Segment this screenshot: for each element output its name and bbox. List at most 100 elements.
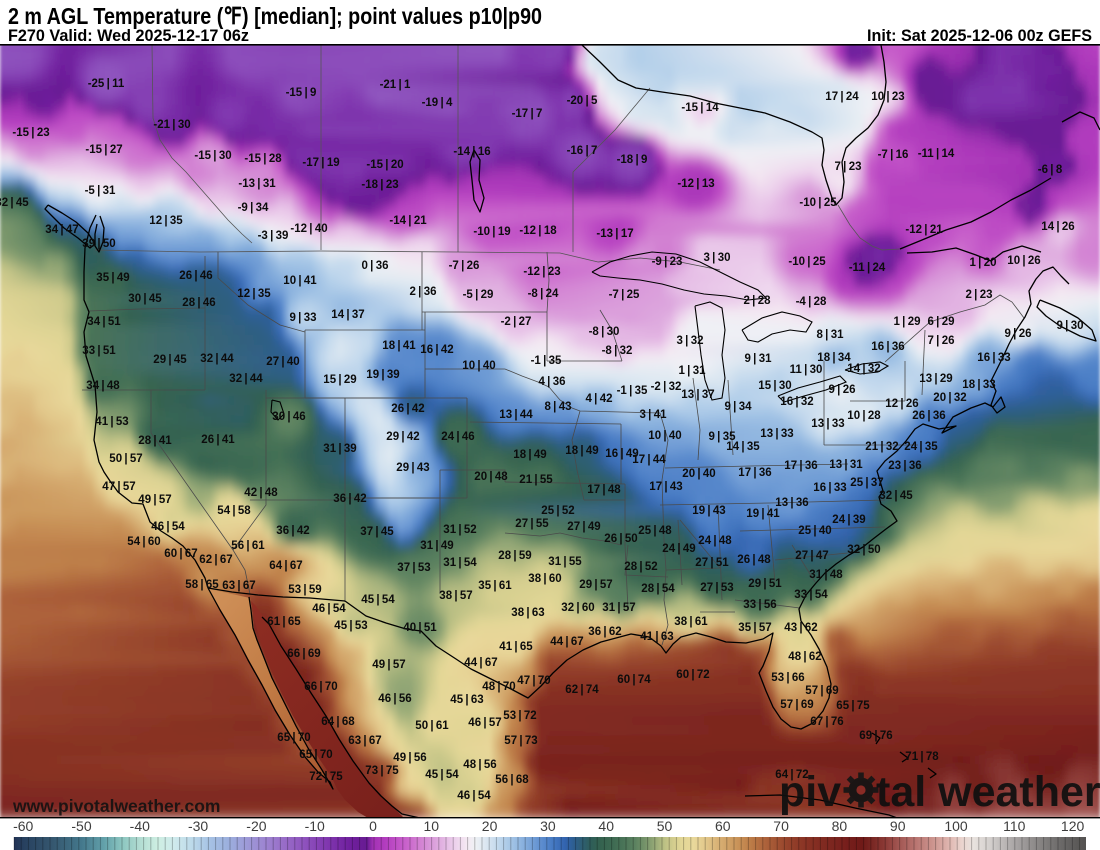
svg-text:-50: -50 — [71, 818, 91, 834]
svg-text:13 | 31: 13 | 31 — [829, 459, 863, 471]
svg-text:-17 | 19: -17 | 19 — [302, 157, 339, 169]
svg-text:31 | 55: 31 | 55 — [548, 556, 582, 568]
svg-text:37 | 45: 37 | 45 — [360, 526, 394, 538]
svg-text:-21 | 1: -21 | 1 — [380, 79, 411, 91]
svg-text:49 | 56: 49 | 56 — [393, 752, 426, 764]
svg-text:28 | 54: 28 | 54 — [641, 583, 675, 595]
svg-text:15 | 29: 15 | 29 — [323, 374, 356, 386]
svg-text:53 | 66: 53 | 66 — [771, 672, 804, 684]
svg-text:17 | 36: 17 | 36 — [784, 460, 817, 472]
svg-text:27 | 47: 27 | 47 — [795, 550, 828, 562]
svg-text:-17 | 7: -17 | 7 — [512, 108, 543, 120]
svg-text:50 | 61: 50 | 61 — [415, 720, 449, 732]
svg-text:30 | 45: 30 | 45 — [128, 293, 162, 305]
svg-text:29 | 42: 29 | 42 — [386, 431, 419, 443]
svg-text:45 | 63: 45 | 63 — [450, 694, 483, 706]
svg-text:60 | 72: 60 | 72 — [676, 669, 709, 681]
svg-text:16 | 36: 16 | 36 — [871, 341, 904, 353]
svg-text:20 | 48: 20 | 48 — [474, 471, 508, 483]
svg-text:46 | 57: 46 | 57 — [468, 717, 501, 729]
svg-text:-12 | 18: -12 | 18 — [519, 225, 557, 237]
svg-text:-10 | 25: -10 | 25 — [799, 197, 837, 209]
svg-text:32 | 44: 32 | 44 — [200, 353, 234, 365]
svg-text:-15 | 28: -15 | 28 — [244, 153, 282, 165]
svg-text:18 | 33: 18 | 33 — [962, 379, 995, 391]
svg-text:8 | 31: 8 | 31 — [816, 329, 844, 341]
svg-text:-8 | 24: -8 | 24 — [528, 288, 559, 300]
svg-text:26 | 36: 26 | 36 — [912, 410, 945, 422]
svg-text:24 | 39: 24 | 39 — [832, 514, 865, 526]
svg-text:16 | 32: 16 | 32 — [780, 396, 813, 408]
svg-text:53 | 72: 53 | 72 — [503, 710, 536, 722]
svg-text:48 | 62: 48 | 62 — [788, 651, 821, 663]
svg-text:www.pivotalweather.com: www.pivotalweather.com — [12, 796, 220, 816]
svg-text:12 | 35: 12 | 35 — [149, 215, 183, 227]
svg-text:60 | 67: 60 | 67 — [164, 548, 197, 560]
svg-text:57 | 69: 57 | 69 — [805, 685, 838, 697]
svg-text:27 | 49: 27 | 49 — [567, 521, 600, 533]
svg-text:14 | 37: 14 | 37 — [331, 309, 364, 321]
svg-text:57 | 73: 57 | 73 — [504, 735, 537, 747]
svg-text:64 | 72: 64 | 72 — [775, 769, 808, 781]
svg-text:-9 | 34: -9 | 34 — [238, 202, 269, 214]
svg-text:18 | 49: 18 | 49 — [513, 449, 546, 461]
svg-text:45 | 54: 45 | 54 — [361, 594, 395, 606]
svg-text:23 | 36: 23 | 36 — [888, 460, 921, 472]
svg-text:34 | 51: 34 | 51 — [87, 316, 121, 328]
svg-text:11 | 30: 11 | 30 — [790, 364, 823, 376]
svg-text:44 | 67: 44 | 67 — [464, 657, 497, 669]
svg-text:67 | 76: 67 | 76 — [810, 716, 843, 728]
svg-text:26 | 48: 26 | 48 — [737, 554, 771, 566]
svg-text:34 | 47: 34 | 47 — [45, 224, 78, 236]
svg-text:-12 | 13: -12 | 13 — [677, 178, 714, 190]
svg-text:13 | 44: 13 | 44 — [499, 409, 533, 421]
svg-text:-9 | 23: -9 | 23 — [652, 256, 683, 268]
svg-text:14 | 26: 14 | 26 — [1041, 221, 1074, 233]
svg-text:-13 | 31: -13 | 31 — [238, 178, 276, 190]
svg-text:-16 | 7: -16 | 7 — [567, 145, 598, 157]
svg-text:-13 | 17: -13 | 17 — [596, 228, 633, 240]
svg-text:47 | 70: 47 | 70 — [517, 675, 550, 687]
svg-text:25 | 37: 25 | 37 — [850, 477, 883, 489]
svg-text:-8 | 30: -8 | 30 — [589, 326, 620, 338]
svg-text:32 | 60: 32 | 60 — [561, 602, 594, 614]
svg-text:-5 | 31: -5 | 31 — [85, 185, 116, 197]
svg-text:13 | 29: 13 | 29 — [919, 373, 952, 385]
svg-text:9 | 34: 9 | 34 — [724, 401, 752, 413]
svg-text:31 | 39: 31 | 39 — [323, 443, 356, 455]
svg-text:20 | 32: 20 | 32 — [933, 392, 966, 404]
svg-text:3 | 32: 3 | 32 — [676, 335, 703, 347]
svg-text:-18 | 9: -18 | 9 — [617, 154, 648, 166]
svg-text:26 | 50: 26 | 50 — [604, 533, 637, 545]
svg-text:18 | 34: 18 | 34 — [817, 352, 851, 364]
svg-text:48 | 70: 48 | 70 — [482, 681, 515, 693]
svg-text:39 | 50: 39 | 50 — [82, 238, 115, 250]
svg-text:8 | 43: 8 | 43 — [544, 401, 571, 413]
svg-text:-4 | 28: -4 | 28 — [796, 296, 827, 308]
svg-text:-11 | 24: -11 | 24 — [849, 262, 886, 274]
svg-text:58 | 65: 58 | 65 — [185, 579, 219, 591]
svg-text:27 | 55: 27 | 55 — [515, 518, 549, 530]
svg-text:1 | 31: 1 | 31 — [678, 365, 706, 377]
svg-text:26 | 42: 26 | 42 — [391, 403, 424, 415]
svg-text:41 | 65: 41 | 65 — [499, 641, 533, 653]
svg-text:19 | 41: 19 | 41 — [746, 508, 780, 520]
svg-text:7 | 23: 7 | 23 — [834, 161, 861, 173]
svg-text:29 | 43: 29 | 43 — [396, 462, 429, 474]
svg-text:50 | 57: 50 | 57 — [109, 453, 142, 465]
svg-text:-8 | 32: -8 | 32 — [602, 345, 633, 357]
svg-text:10 | 40: 10 | 40 — [462, 360, 495, 372]
svg-text:26 | 46: 26 | 46 — [179, 270, 212, 282]
svg-text:33 | 54: 33 | 54 — [794, 589, 828, 601]
svg-text:20: 20 — [482, 818, 498, 834]
svg-text:10 | 40: 10 | 40 — [648, 430, 681, 442]
svg-text:46 | 56: 46 | 56 — [378, 693, 411, 705]
svg-text:47 | 57: 47 | 57 — [102, 481, 135, 493]
svg-text:64 | 67: 64 | 67 — [269, 560, 302, 572]
svg-text:-5 | 29: -5 | 29 — [463, 289, 494, 301]
svg-text:piv: piv — [779, 768, 841, 816]
svg-text:-7 | 25: -7 | 25 — [609, 289, 640, 301]
svg-text:9 | 30: 9 | 30 — [1056, 320, 1083, 332]
svg-text:-12 | 21: -12 | 21 — [905, 224, 943, 236]
svg-text:-15 | 27: -15 | 27 — [85, 144, 122, 156]
